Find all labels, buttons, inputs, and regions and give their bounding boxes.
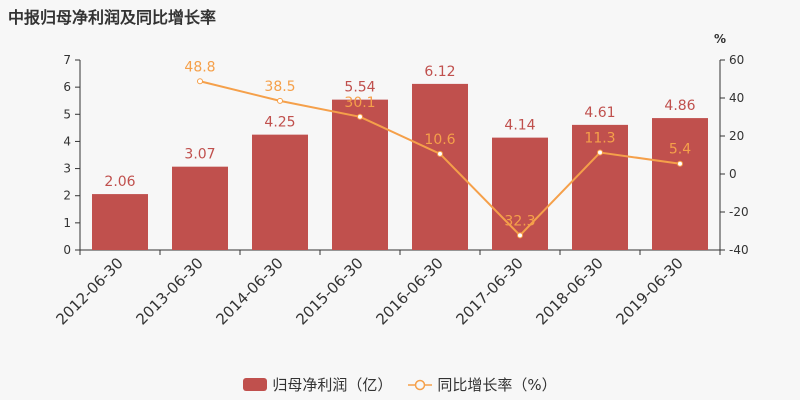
bar (252, 134, 308, 250)
legend-bar-swatch (243, 378, 268, 391)
bar-data-label: 4.25 (264, 115, 295, 131)
y-right-tick-label: 0 (729, 167, 737, 181)
legend-line-marker (415, 379, 426, 390)
bar (492, 137, 548, 250)
legend-line-swatch (408, 379, 433, 390)
growth-point (357, 113, 363, 120)
y-left-tick-label: 3 (63, 162, 71, 176)
bar-data-label: 6.12 (424, 64, 455, 80)
x-tick-label: 2014-06-30 (212, 254, 286, 328)
growth-point (597, 149, 603, 156)
x-tick-label: 2012-06-30 (52, 254, 126, 328)
bar-data-label: 4.61 (584, 105, 615, 121)
y-left-tick-label: 1 (63, 216, 71, 230)
growth-data-label: 48.8 (184, 59, 215, 75)
growth-point (677, 160, 683, 167)
bar (572, 124, 628, 250)
bar (412, 83, 468, 250)
growth-data-label: 30.1 (344, 95, 375, 111)
y-left-tick-label: 6 (63, 80, 71, 94)
x-tick-label: 2018-06-30 (532, 254, 606, 328)
y-right-unit: % (714, 32, 726, 46)
bar-data-label: 3.07 (184, 147, 215, 163)
growth-point (437, 150, 443, 157)
growth-data-label: 5.4 (669, 142, 691, 158)
growth-point (277, 97, 283, 104)
x-tick-label: 2013-06-30 (132, 254, 206, 328)
legend-item-profit[interactable]: 归母净利润（亿） (243, 374, 392, 395)
y-right-tick-label: 20 (729, 129, 744, 143)
growth-point (197, 78, 203, 85)
legend-label-growth: 同比增长率（%） (437, 376, 557, 394)
x-tick-label: 2016-06-30 (372, 254, 446, 328)
bar-data-label: 4.86 (664, 98, 695, 114)
x-tick-label: 2017-06-30 (452, 254, 526, 328)
y-left-tick-label: 2 (63, 189, 71, 203)
growth-data-label: 10.6 (424, 132, 455, 148)
legend-label-profit: 归母净利润（亿） (272, 376, 393, 394)
bar (172, 166, 228, 250)
growth-data-label: 38.5 (264, 79, 295, 95)
bar-data-label: 4.14 (504, 118, 535, 134)
bar-data-label: 2.06 (104, 174, 135, 190)
bar (92, 194, 148, 250)
y-right-tick-label: 60 (729, 53, 744, 67)
bar (332, 99, 388, 250)
x-tick-label: 2015-06-30 (292, 254, 366, 328)
y-left-tick-label: 5 (63, 107, 71, 121)
bar (652, 118, 708, 250)
x-tick-label: 2019-06-30 (612, 254, 686, 328)
y-left-tick-label: 4 (63, 134, 71, 148)
legend-item-growth[interactable]: 同比增长率（%） (408, 374, 557, 395)
y-right-tick-label: 40 (729, 91, 744, 105)
y-left-tick-label: 0 (63, 243, 71, 257)
y-left-tick-label: 7 (63, 53, 71, 67)
growth-point (517, 232, 523, 239)
legend: 归母净利润（亿） 同比增长率（%） (0, 374, 800, 395)
y-right-tick-label: -20 (729, 205, 749, 219)
bar-data-label: 5.54 (344, 80, 375, 96)
growth-data-label: 11.3 (584, 131, 615, 147)
growth-data-label: 32.3 (504, 213, 535, 229)
y-right-tick-label: -40 (729, 243, 749, 257)
chart-title: 中报归母净利润及同比增长率 (8, 8, 217, 27)
